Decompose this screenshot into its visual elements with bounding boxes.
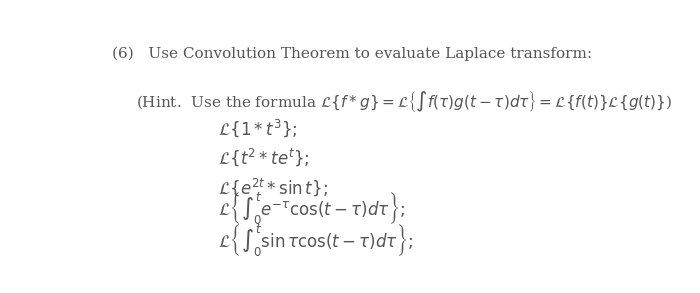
Text: (6)   Use Convolution Theorem to evaluate Laplace transform:: (6) Use Convolution Theorem to evaluate … [112,47,592,61]
Text: $\mathcal{L}\{1 * t^3\};$: $\mathcal{L}\{1 * t^3\};$ [218,117,298,139]
Text: $\mathcal{L}\left\{\int_0^t e^{-\tau}\cos(t-\tau)d\tau\right\};$: $\mathcal{L}\left\{\int_0^t e^{-\tau}\co… [218,191,405,227]
Text: $\mathcal{L}\left\{\int_0^t \sin\tau\cos(t-\tau)d\tau\right\};$: $\mathcal{L}\left\{\int_0^t \sin\tau\cos… [218,222,413,258]
Text: (Hint.  Use the formula $\mathcal{L}\{f * g\} = \mathcal{L}\left\{\int f(\tau)g(: (Hint. Use the formula $\mathcal{L}\{f *… [136,89,673,114]
Text: $\mathcal{L}\{t^2 * te^t\};$: $\mathcal{L}\{t^2 * te^t\};$ [218,146,309,168]
Text: $\mathcal{L}\{e^{2t} * \sin t\};$: $\mathcal{L}\{e^{2t} * \sin t\};$ [218,176,328,197]
